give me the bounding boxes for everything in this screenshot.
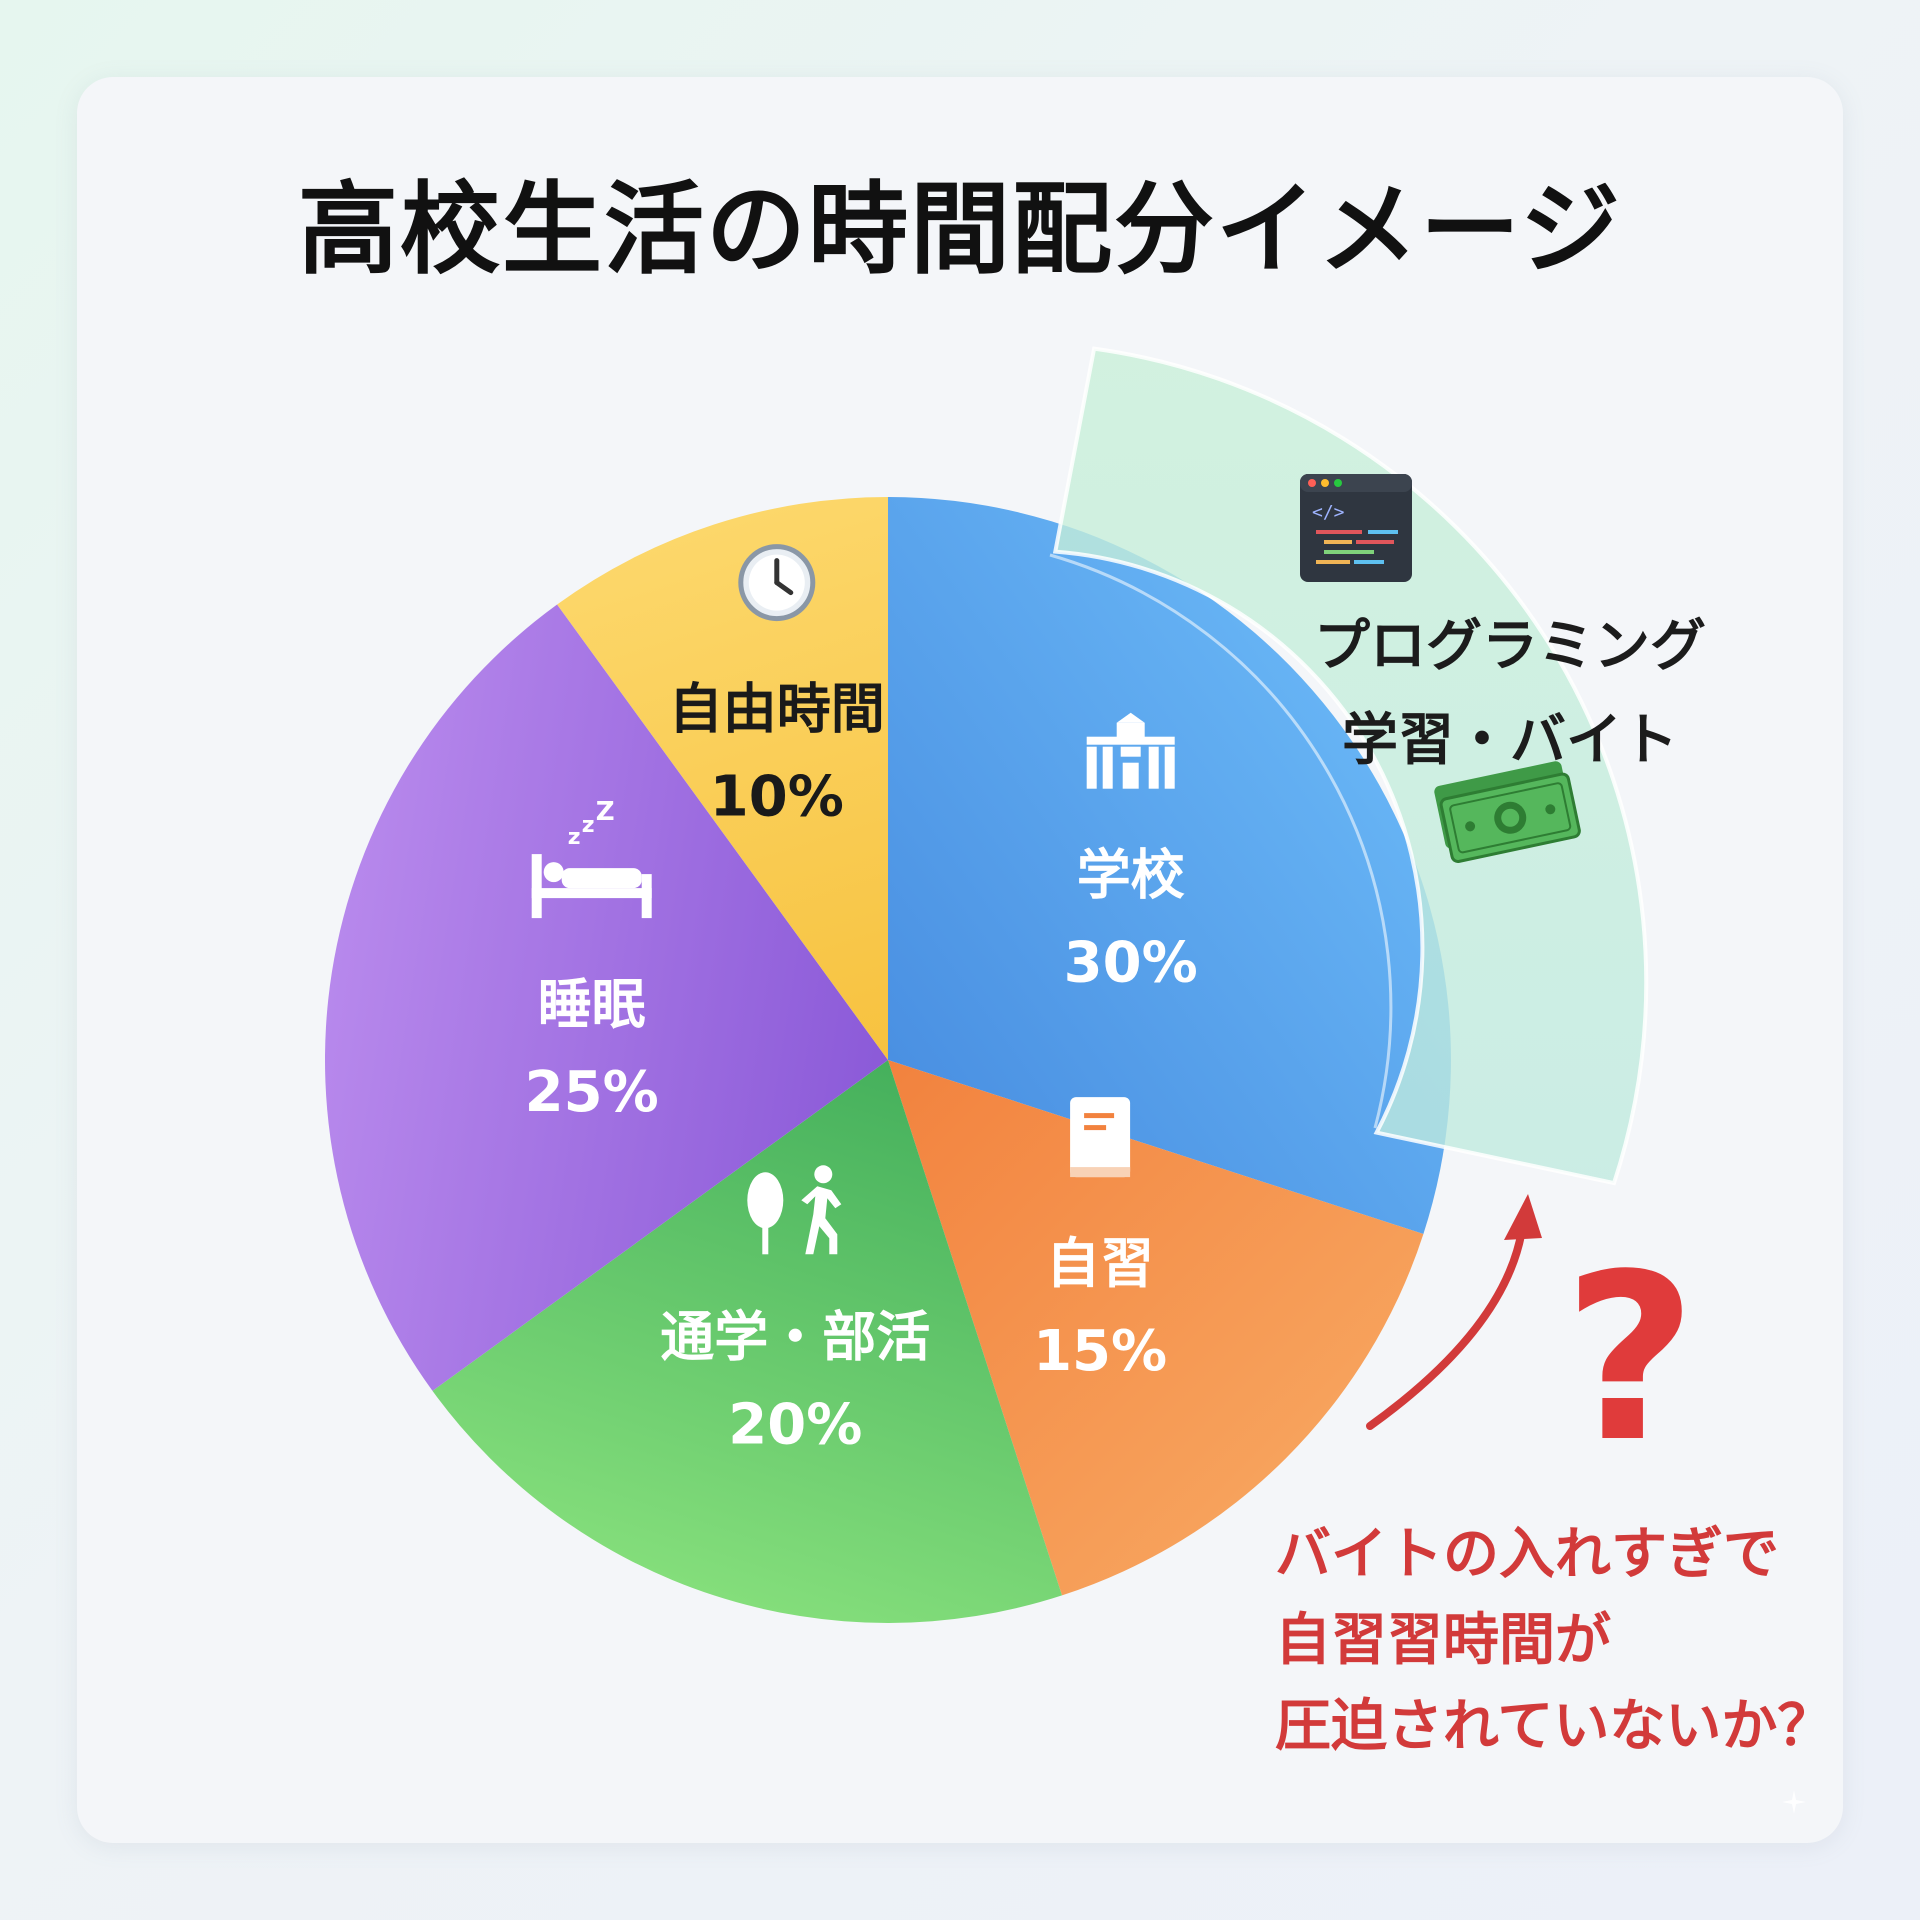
slice-value-label: 25% <box>525 1060 659 1125</box>
slice-name-label: 睡眠 <box>538 973 646 1036</box>
svg-text:z: z <box>568 825 581 850</box>
callout-arc-band <box>1052 346 1649 1186</box>
question-mark-icon: ? <box>1563 1226 1697 1493</box>
callout-band: </> <box>1049 346 1649 1186</box>
slice-name-label: 自由時間 <box>669 678 885 741</box>
callout-title: プログラミング 学習・バイト <box>1290 600 1730 788</box>
book-icon <box>1070 1097 1131 1178</box>
money-bills-icon <box>1434 761 1581 863</box>
warning-line-3: 圧迫されていないか？ <box>1275 1694 1834 1759</box>
pie-slice-2 <box>888 1060 1424 1596</box>
slices-layer <box>324 497 1451 1623</box>
svg-text:Z: Z <box>596 797 615 827</box>
slice-value-label: 10% <box>710 765 844 830</box>
warning-line-2: 自習習時間が <box>1275 1608 1611 1673</box>
svg-text:</>: </> <box>1312 502 1345 523</box>
page-title: 高校生活の時間配分イメージ <box>298 171 1622 288</box>
slice-value-label: 20% <box>728 1392 862 1457</box>
slice-label-group-4: z z Z 睡眠 25% <box>525 797 659 1125</box>
slice-label-group-5: 自由時間 10% <box>669 544 885 830</box>
slice-name-label: 自習 <box>1046 1232 1154 1295</box>
sparkle-icon <box>1782 1790 1806 1814</box>
code-editor-icon: </> <box>1300 474 1412 582</box>
warning-arrow <box>1366 1194 1542 1430</box>
callout-arc-inner-edge <box>1049 553 1393 1129</box>
slice-name-label: 学校 <box>1077 844 1185 907</box>
pie-slice-4 <box>324 604 889 1391</box>
slice-label-group-2: 自習 15% <box>1033 1097 1167 1384</box>
callout-line-2: 学習・バイト <box>1342 708 1678 773</box>
pie-slice-5 <box>557 497 888 1060</box>
slice-value-label: 30% <box>1064 931 1198 996</box>
tree-walking-person-icon <box>747 1165 842 1255</box>
clock-icon <box>738 544 816 622</box>
pie-slice-3 <box>432 1060 1062 1623</box>
warning-text: バイトの入れすぎで 自習習時間が 圧迫されていないか？ <box>1275 1512 1915 1770</box>
labels-layer: 学校 30% 自習 15% 通学・部活 20% z z Z 睡眠 25% 自由時間 10% <box>525 544 1198 1457</box>
slice-name-label: 通学・部活 <box>660 1305 930 1368</box>
slice-label-group-3: 通学・部活 20% <box>660 1165 930 1457</box>
svg-text:z: z <box>582 813 595 838</box>
warning-line-1: バイトの入れすぎで <box>1275 1522 1779 1587</box>
pie-slice-1 <box>888 497 1451 1234</box>
slice-label-group-1: 学校 30% <box>1064 712 1198 996</box>
callout-line-1: プログラミング <box>1314 614 1706 679</box>
school-building-icon <box>1086 712 1175 789</box>
slice-value-label: 15% <box>1033 1319 1167 1384</box>
